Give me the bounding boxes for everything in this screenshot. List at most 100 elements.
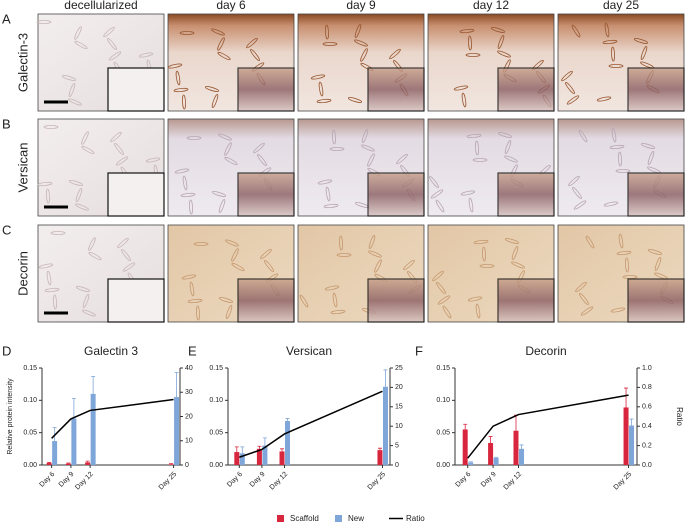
tissue-fiber <box>43 125 59 129</box>
tissue-fiber <box>246 37 258 49</box>
bar <box>493 457 499 465</box>
y-tick-label: 0.15 <box>209 365 223 372</box>
error-bar <box>234 446 239 453</box>
tissue-fiber <box>611 127 617 143</box>
x-tick-label: Day 25 <box>367 471 388 492</box>
tissue-fiber <box>46 270 52 286</box>
y-tick-label: 0.00 <box>436 462 450 469</box>
tissue-fiber <box>44 287 60 293</box>
tissue-fiber <box>37 181 53 187</box>
tissue-fiber <box>602 39 618 45</box>
x-tick-label: Day 12 <box>503 471 524 492</box>
bar <box>285 421 291 465</box>
bar <box>462 429 468 465</box>
tissue-fiber <box>107 38 117 50</box>
tissue-fiber <box>609 144 625 150</box>
y2-tick-label: 0.2 <box>642 442 652 449</box>
ratio-line <box>239 390 383 458</box>
error-bar <box>377 447 382 451</box>
x-tick-label: Day 25 <box>613 471 634 492</box>
y2-tick-label: 0 <box>185 462 189 469</box>
tissue-fiber <box>75 188 83 202</box>
panel-letter: B <box>2 116 11 131</box>
inset <box>497 278 555 323</box>
tissue-fiber <box>361 144 375 152</box>
tissue-fiber <box>565 82 575 94</box>
tissue-fiber <box>211 28 225 36</box>
tissue-fiber <box>218 199 226 213</box>
bar <box>382 386 388 465</box>
tissue-fiber <box>218 133 232 141</box>
y2-tick-label: 0.6 <box>642 404 652 411</box>
y-tick-label: 0.10 <box>436 397 450 404</box>
tissue-fiber <box>82 309 96 317</box>
legend-swatch <box>277 515 284 522</box>
tissue-fiber <box>561 70 573 82</box>
tissue-fiber <box>68 83 76 97</box>
legend-label: Ratio <box>406 514 425 523</box>
error-bar <box>624 387 629 408</box>
tissue-fiber <box>115 156 129 166</box>
tissue-fiber <box>511 261 525 269</box>
error-bar <box>513 414 518 431</box>
tissue-fiber <box>68 98 82 106</box>
tissue-fiber <box>174 168 190 174</box>
tissue-fiber <box>437 295 451 305</box>
error-bar <box>47 462 52 464</box>
tissue-fiber <box>46 188 50 204</box>
tissue-fiber <box>231 248 239 262</box>
inset <box>497 67 555 112</box>
tissue-fiber <box>360 48 368 62</box>
column-header: day 12 <box>473 0 509 12</box>
tissue-fiber <box>211 94 219 108</box>
tissue-fiber <box>367 153 375 167</box>
tissue-fiber <box>324 285 340 291</box>
bar <box>65 463 71 465</box>
tissue-fiber <box>573 200 587 210</box>
inset <box>237 172 295 217</box>
tissue-fiber <box>460 190 476 196</box>
tissue-fiber <box>193 242 209 246</box>
tissue-fiber <box>329 147 345 151</box>
tissue-fiber <box>578 129 588 143</box>
error-bar <box>468 461 473 463</box>
error-bar <box>280 448 285 452</box>
tissue-fiber <box>596 96 612 102</box>
tissue-fiber <box>196 305 200 321</box>
tissue-fiber <box>217 37 225 51</box>
tissue-fiber <box>466 133 482 139</box>
tissue-fiber <box>257 154 267 166</box>
bar <box>71 418 77 465</box>
tissue-fiber <box>482 246 486 262</box>
tissue-fiber <box>640 46 648 60</box>
tissue-fiber <box>654 257 662 271</box>
error-bar <box>85 460 90 463</box>
tissue-fiber <box>317 179 333 185</box>
row-label: Galectin-3 <box>15 33 30 92</box>
tissue-fiber <box>603 201 619 207</box>
tissue-fiber <box>585 235 595 249</box>
tissue-fiber <box>180 192 196 198</box>
panel-letter: F <box>415 343 423 358</box>
tissue-fiber <box>568 175 580 187</box>
tissue-fiber <box>173 87 189 93</box>
error-bar <box>240 446 245 454</box>
tissue-fiber <box>396 153 408 165</box>
y-tick-label: 0.05 <box>23 430 37 437</box>
y2-tick-label: 0 <box>395 462 399 469</box>
y-tick-label: 0.05 <box>436 430 450 437</box>
row-label: Versican <box>15 143 30 193</box>
bar <box>174 397 180 465</box>
tissue-fiber <box>53 294 57 310</box>
tissue-fiber <box>122 262 136 272</box>
tissue-fiber <box>330 309 346 315</box>
panel-letter: E <box>188 343 197 358</box>
tissue-fiber <box>580 306 594 316</box>
tissue-fiber <box>354 39 368 47</box>
inset <box>627 278 685 323</box>
tissue-fiber <box>461 92 467 108</box>
tissue-fiber <box>475 303 481 319</box>
tissue-fiber <box>182 175 188 191</box>
tissue-fiber <box>224 142 232 156</box>
row-label: Decorin <box>15 251 30 296</box>
